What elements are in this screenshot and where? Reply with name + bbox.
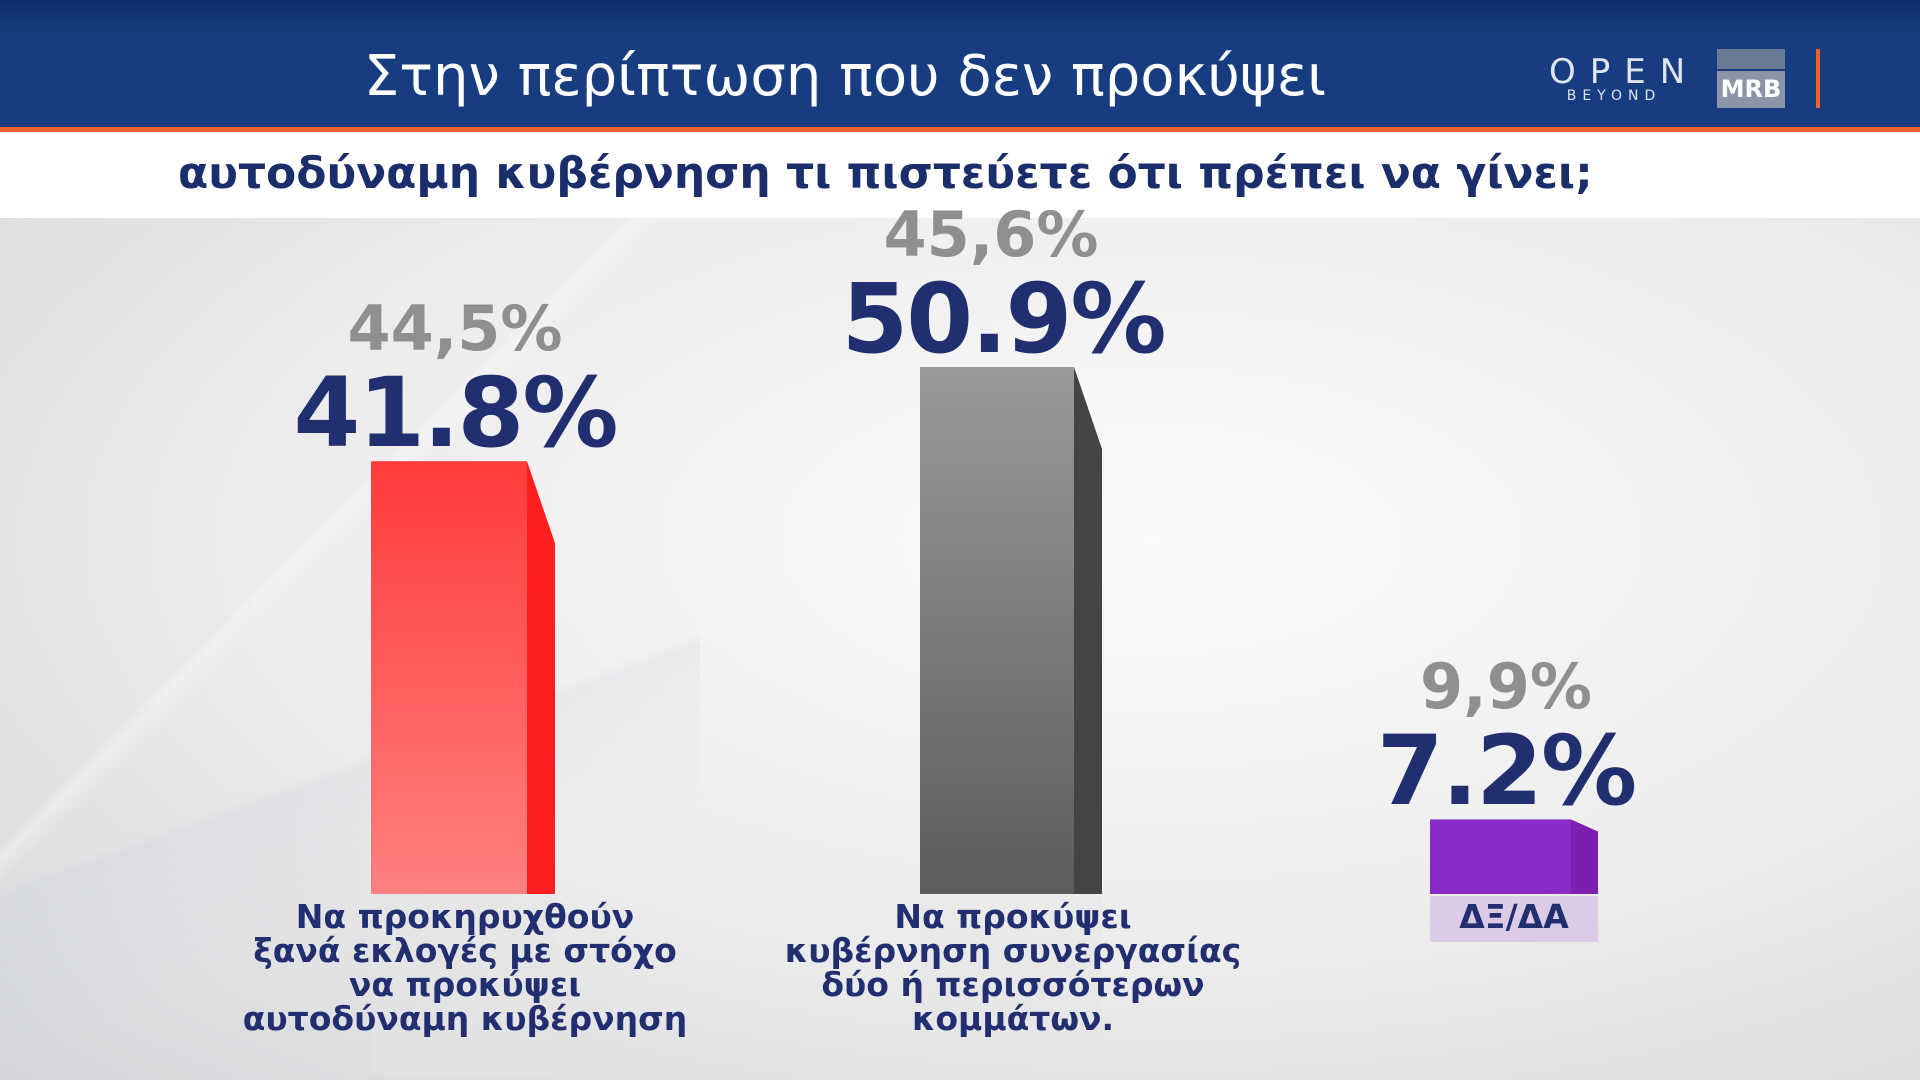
bar-side-2 xyxy=(1571,819,1598,894)
category-label-line: ΔΞ/ΔΑ xyxy=(1459,897,1569,936)
category-label: Να προκύψει κυβέρνηση συνεργασίας δύο ή πε… xyxy=(785,900,1241,1036)
category-label-line: Να προκύψει xyxy=(894,897,1132,936)
category-label: ΔΞ/ΔΑ xyxy=(1459,900,1569,934)
subtitle-band xyxy=(0,132,1920,218)
value-label: 7.2% xyxy=(1376,715,1637,828)
bar-side-1 xyxy=(1074,367,1102,894)
category-label-line: ξανά εκλογές με στόχο xyxy=(253,931,677,970)
bar-reflection-1 xyxy=(920,896,1102,1076)
previous-value-label: 44,5% xyxy=(347,292,563,366)
mrb-logo: MRB xyxy=(1717,49,1785,108)
bars-group xyxy=(371,367,1598,1076)
open-logo: OPEN BEYOND xyxy=(1549,52,1700,104)
category-label: Να προκηρυχθούν ξανά εκλογές με στόχο να π… xyxy=(243,900,688,1036)
previous-value-label: 45,6% xyxy=(883,198,1099,271)
background-decoration xyxy=(0,218,700,1080)
category-label-line: αυτοδύναμη κυβέρνηση xyxy=(242,999,688,1038)
category-label-line: κυβέρνηση συνεργασίας xyxy=(784,931,1242,970)
bar-2 xyxy=(1430,819,1571,894)
bar-reflection-2 xyxy=(1430,896,1598,942)
previous-value-label: 9,9% xyxy=(1420,650,1592,724)
open-logo-text: OPEN xyxy=(1549,52,1700,92)
bar-side-0 xyxy=(527,461,555,894)
bar-0 xyxy=(371,461,527,894)
bar-1 xyxy=(920,367,1074,894)
divider xyxy=(1816,49,1820,108)
value-label: 50.9% xyxy=(841,263,1166,375)
category-label-line: κομμάτων. xyxy=(911,999,1115,1038)
category-label-line: να προκύψει xyxy=(348,965,582,1004)
category-label-line: δύο ή περισσότερων xyxy=(821,965,1205,1004)
accent-line xyxy=(0,127,1920,132)
page-title: Στην περίπτωση που δεν προκύψει xyxy=(363,44,1327,109)
mrb-logo-text: MRB xyxy=(1717,71,1785,108)
page-subtitle: αυτοδύναμη κυβέρνηση τι πιστεύετε ότι πρ… xyxy=(178,148,1593,199)
bar-reflection-0 xyxy=(371,896,555,1076)
value-label: 41.8% xyxy=(293,357,618,470)
mrb-logo-bar xyxy=(1717,49,1785,69)
header-bar xyxy=(0,0,1920,127)
category-label-line: Να προκηρυχθούν xyxy=(295,897,635,936)
open-logo-tag: BEYOND xyxy=(1566,88,1662,104)
